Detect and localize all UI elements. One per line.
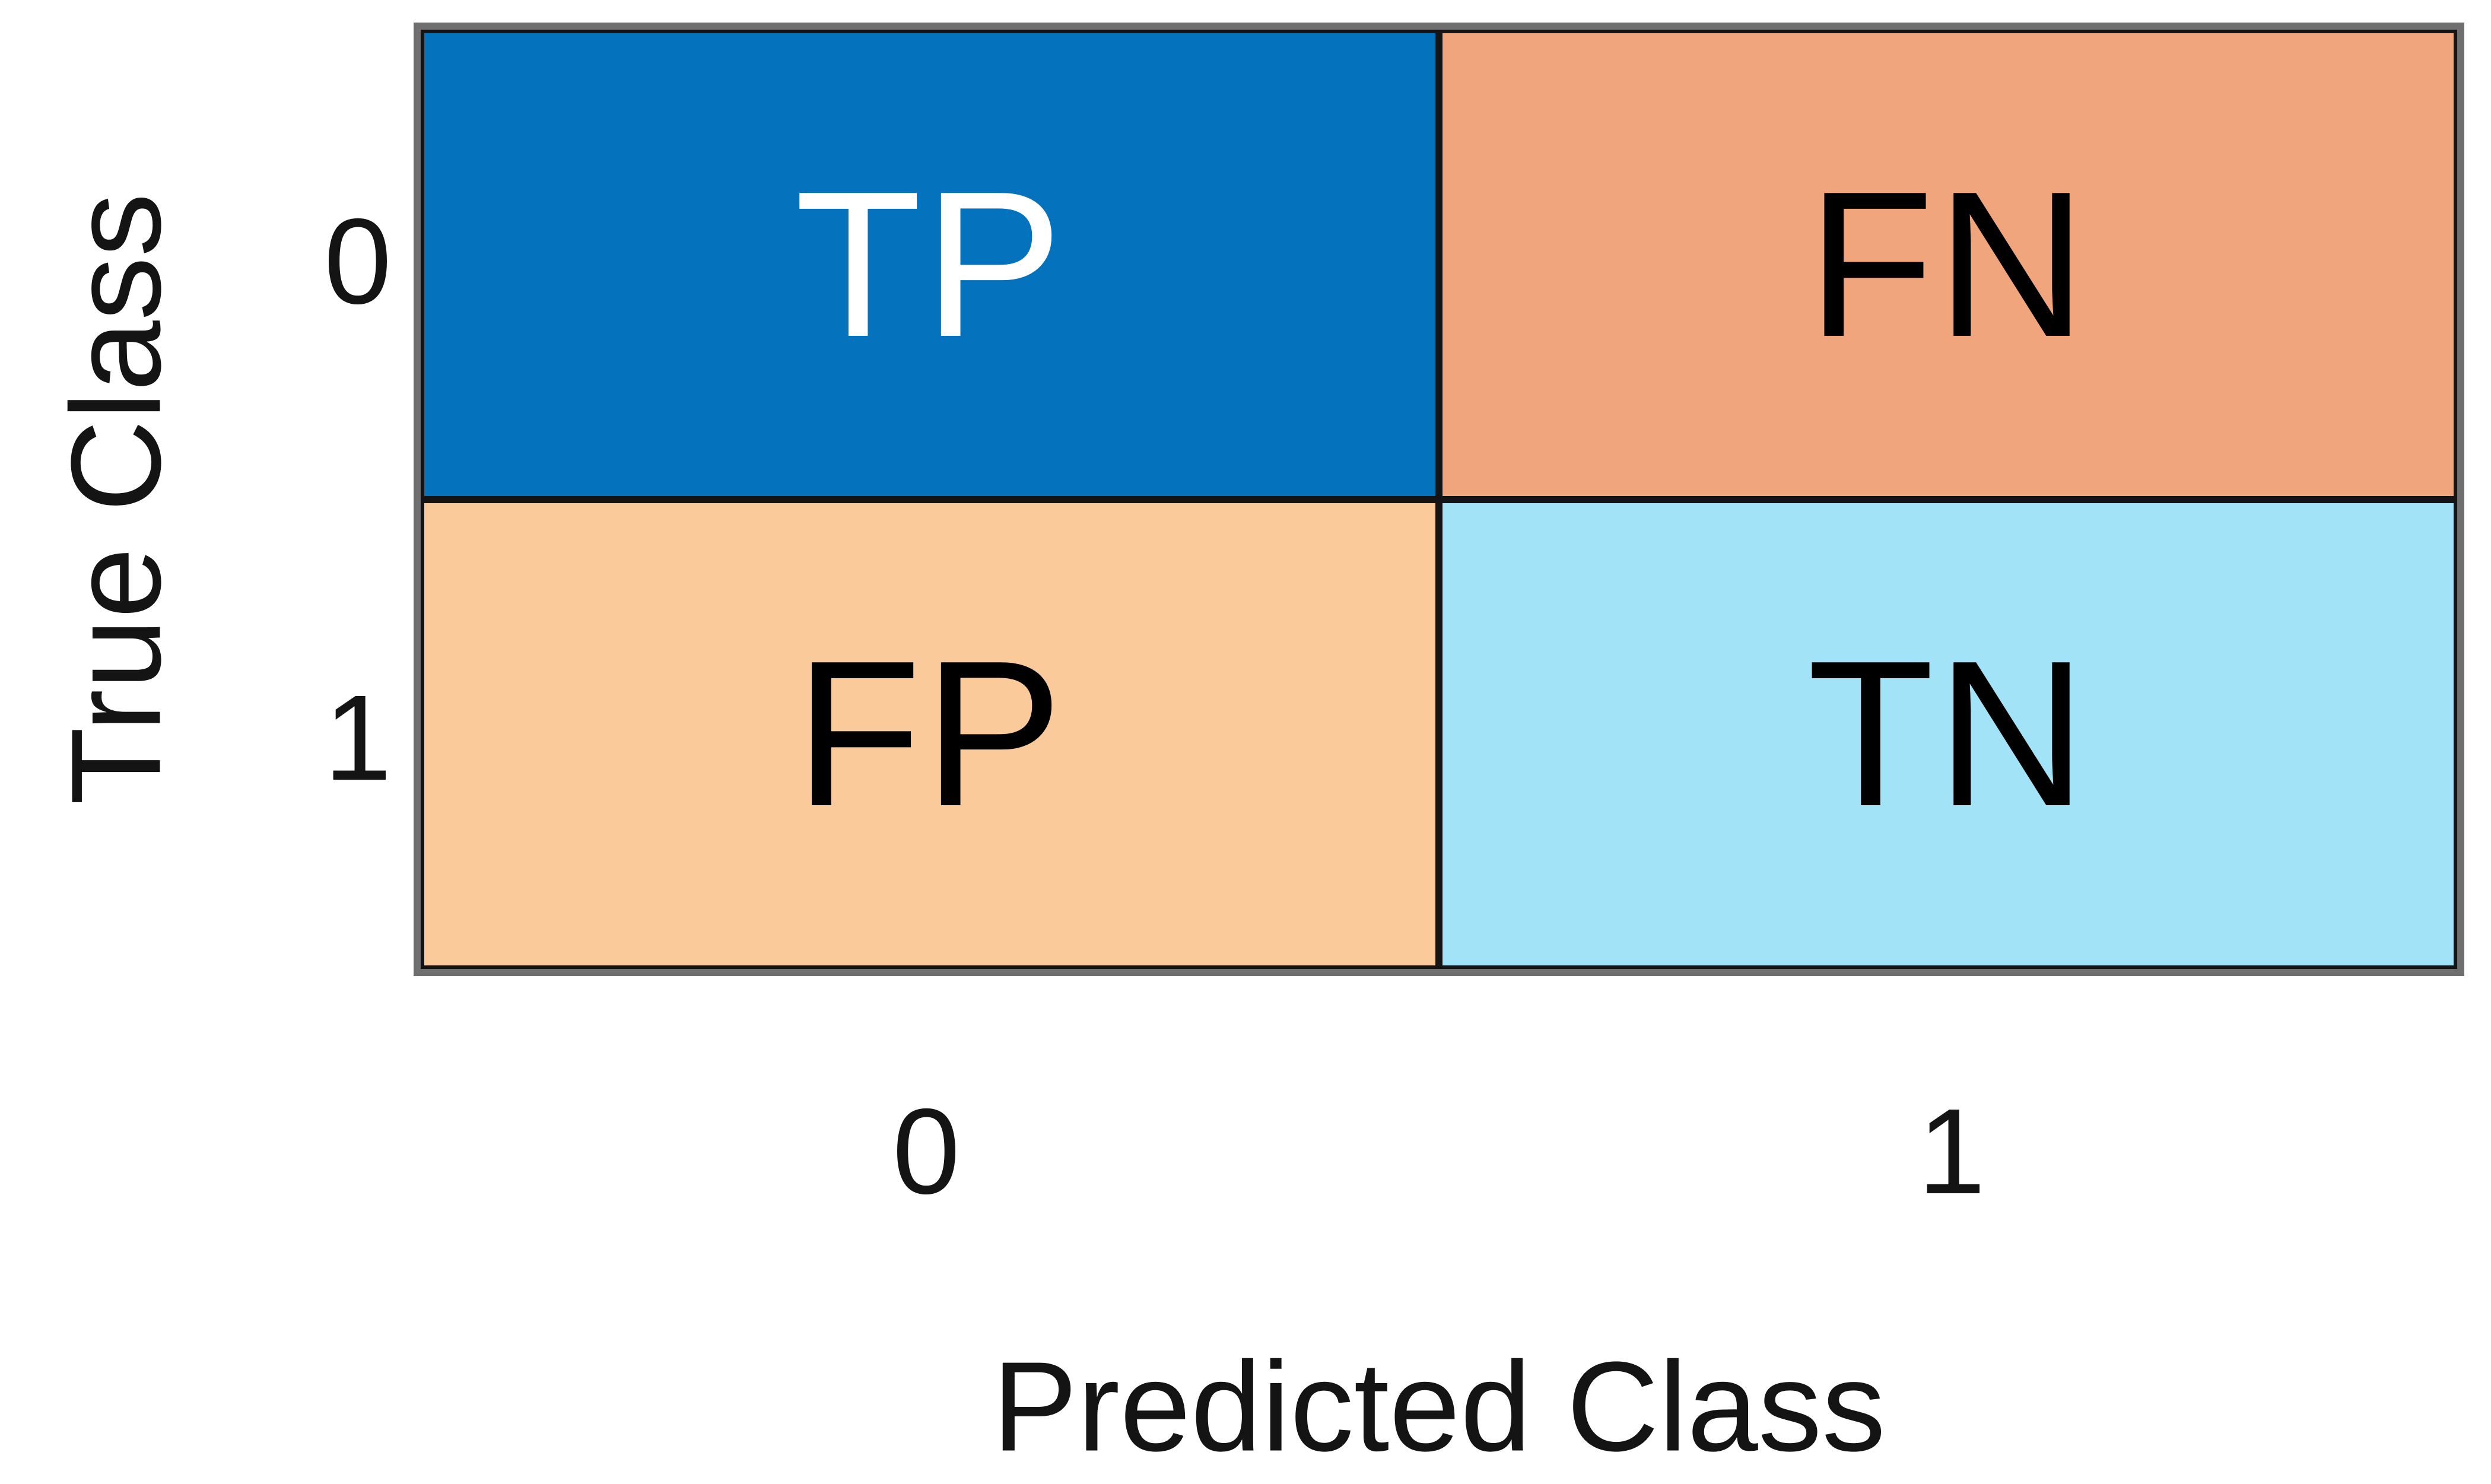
matrix-cell-tp: TP [421,30,1439,500]
x-tick-label-0: 0 [892,1083,961,1219]
matrix-cell-fn: FN [1439,30,2457,500]
x-tick-label-1: 1 [1917,1083,1986,1219]
matrix-cell-fp: FP [421,499,1439,969]
y-tick-label-1: 1 [323,670,392,806]
confusion-matrix-plot: TP FN FP TN [414,23,2464,976]
x-axis-label: Predicted Class [992,1334,1886,1478]
y-tick-label-0: 0 [323,193,392,329]
matrix-cell-tn: TN [1439,499,2457,969]
